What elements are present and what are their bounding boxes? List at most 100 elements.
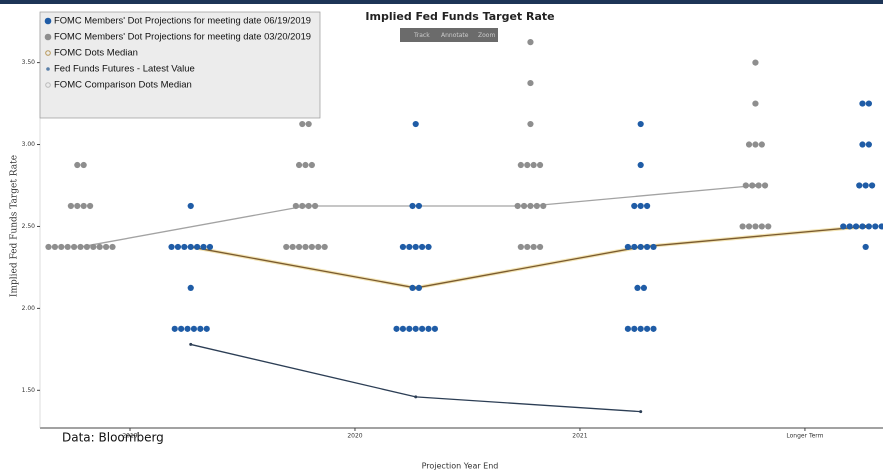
dot [187,284,194,292]
dot [739,223,746,230]
dot [184,325,191,332]
toolbar-button[interactable]: Track [413,32,430,39]
dot [393,325,400,332]
legend-marker [44,17,52,25]
dot [64,243,71,251]
dot [536,243,544,251]
dot [96,243,103,251]
dot [74,202,81,210]
dot [755,182,762,189]
dot [878,223,883,230]
dot [527,202,534,210]
dot [419,243,426,251]
x-tick-label: 2020 [347,433,362,440]
dot [289,243,296,251]
dot [415,202,423,210]
line [190,225,866,289]
dot [517,243,524,251]
dot [637,161,644,169]
legend-marker [46,67,50,71]
toolbar-button[interactable]: Annotate [441,32,469,39]
top-bar [0,0,883,4]
dot [102,243,110,251]
y-tick-label: 2.50 [22,223,36,230]
dot [865,141,872,148]
dot [524,161,531,169]
dot [859,223,866,230]
dot [752,59,759,66]
dot [295,161,303,169]
dot [203,325,210,332]
dot [109,243,116,251]
dot [174,243,182,251]
dot [752,223,759,230]
dot [758,141,765,148]
y-axis-label: Implied Fed Funds Target Rate [10,155,20,297]
dot [637,202,644,210]
line [80,184,756,248]
dot [412,325,419,332]
dot [533,202,540,210]
dot [178,325,185,332]
legend-box [39,11,321,119]
dot [321,243,328,251]
dot [311,202,319,210]
dot [171,325,178,332]
dot [643,325,651,332]
dot [634,284,641,292]
dot [292,202,299,210]
dot [524,243,531,251]
line-vertex [414,395,418,399]
dot [409,202,416,210]
dot [637,325,644,332]
dot [425,243,432,251]
toolbar-button[interactable]: Zoom [478,32,495,39]
dot [51,243,58,251]
dot [765,223,772,230]
x-axis-label: Projection Year End [422,462,499,471]
dot [856,182,863,189]
dot [862,182,869,189]
dot [77,243,84,251]
dot [80,202,87,210]
dot [859,141,866,148]
dot [527,39,534,46]
x-tick-label: 2021 [572,433,587,440]
dot [517,161,524,169]
y-tick-label: 1.50 [22,387,36,394]
dot [527,79,534,87]
dot [74,161,81,169]
dot [299,202,306,210]
dot [58,243,65,251]
dot [527,120,534,128]
dot [862,243,869,251]
legend-label: FOMC Dots Median [54,48,138,59]
dot [637,243,644,251]
legend-marker [45,82,51,88]
y-tick-label: 2.00 [22,305,36,312]
dot [530,161,537,169]
dot [283,243,290,251]
dot [745,223,753,230]
dot [643,202,651,210]
dot [415,284,423,292]
dot [90,243,97,251]
legend-label: Fed Funds Futures - Latest Value [54,64,195,75]
annotation: Data: Bloomberg [62,431,164,445]
dot [650,243,657,251]
dot [431,325,439,332]
dot [181,243,188,251]
dot [412,120,419,128]
dot [86,202,94,210]
dot [194,243,201,251]
dot [624,243,631,251]
dot [67,202,74,210]
dot [865,100,872,107]
toolbar [400,28,498,42]
dot [752,141,759,148]
dot [540,202,547,210]
dot [315,243,322,251]
dot [865,223,872,230]
dot [536,161,544,169]
legend-marker [44,33,52,41]
